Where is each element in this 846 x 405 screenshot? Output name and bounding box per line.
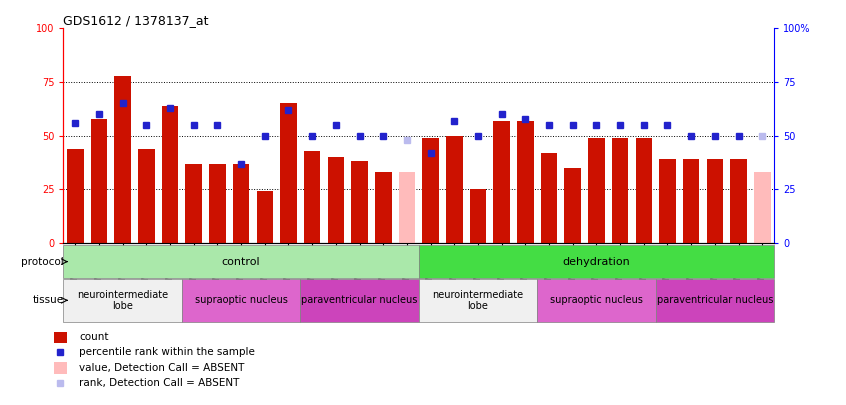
Bar (256, 192, 273, 243)
Bar (54, 362, 67, 374)
Bar (185, 164, 202, 243)
Text: count: count (80, 333, 109, 342)
Bar (54, 332, 67, 343)
Bar (182, 279, 300, 322)
Bar (422, 138, 439, 243)
Text: percentile rank within the sample: percentile rank within the sample (80, 347, 255, 357)
Bar (706, 159, 723, 243)
Bar (91, 119, 107, 243)
Bar (63, 279, 182, 322)
Bar (635, 138, 652, 243)
Text: paraventricular nucleus: paraventricular nucleus (301, 295, 418, 305)
Bar (351, 162, 368, 243)
Bar (419, 279, 537, 322)
Text: neurointermediate
lobe: neurointermediate lobe (432, 290, 524, 311)
Bar (470, 190, 486, 243)
Bar (67, 149, 84, 243)
Bar (683, 159, 700, 243)
Bar (659, 159, 676, 243)
Text: value, Detection Call = ABSENT: value, Detection Call = ABSENT (80, 363, 244, 373)
Bar (304, 151, 321, 243)
Text: neurointermediate
lobe: neurointermediate lobe (77, 290, 168, 311)
Text: protocol: protocol (20, 257, 63, 266)
Text: dehydration: dehydration (563, 257, 630, 266)
Bar (63, 245, 419, 278)
Bar (300, 279, 419, 322)
Bar (612, 138, 629, 243)
Text: tissue: tissue (32, 295, 63, 305)
Bar (114, 76, 131, 243)
Text: control: control (222, 257, 261, 266)
Bar (564, 168, 581, 243)
Bar (327, 157, 344, 243)
Bar (398, 172, 415, 243)
Text: rank, Detection Call = ABSENT: rank, Detection Call = ABSENT (80, 378, 239, 388)
Bar (162, 106, 179, 243)
Bar (493, 121, 510, 243)
Text: supraoptic nucleus: supraoptic nucleus (550, 295, 643, 305)
Bar (541, 153, 558, 243)
Bar (138, 149, 155, 243)
Bar (754, 172, 771, 243)
Bar (656, 279, 774, 322)
Bar (517, 121, 534, 243)
Bar (730, 159, 747, 243)
Text: supraoptic nucleus: supraoptic nucleus (195, 295, 288, 305)
Bar (280, 104, 297, 243)
Text: GDS1612 / 1378137_at: GDS1612 / 1378137_at (63, 14, 209, 27)
Bar (209, 164, 226, 243)
Bar (375, 172, 392, 243)
Bar (537, 279, 656, 322)
Bar (446, 136, 463, 243)
Bar (419, 245, 774, 278)
Bar (233, 164, 250, 243)
Bar (588, 138, 605, 243)
Text: paraventricular nucleus: paraventricular nucleus (656, 295, 773, 305)
